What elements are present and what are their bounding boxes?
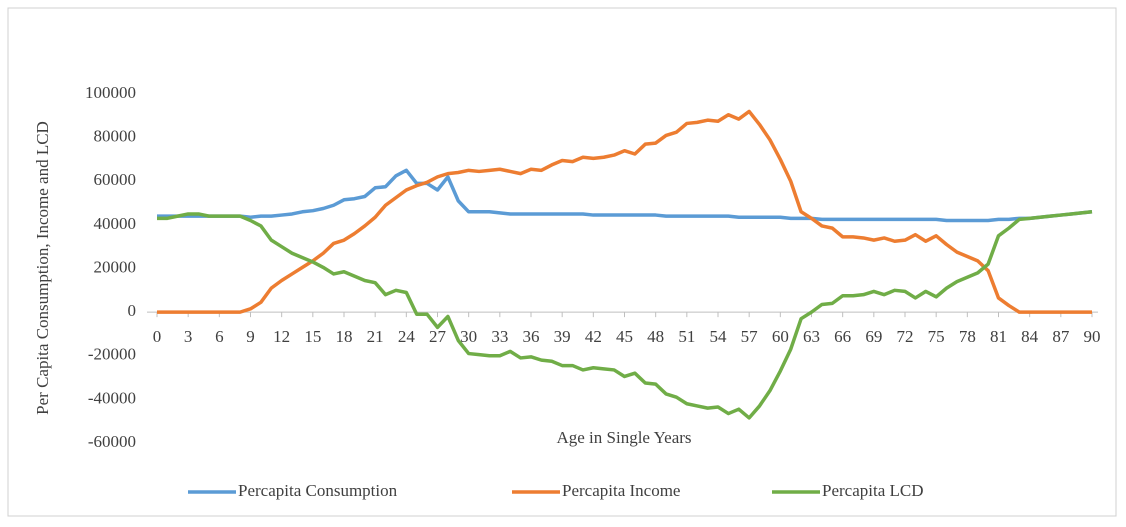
x-tick-label: 84 [1021, 327, 1039, 346]
y-axis-title: Per Capita Consumption, Income and LCD [33, 121, 52, 415]
y-tick-label: -40000 [88, 388, 136, 407]
x-tick-label: 27 [429, 327, 447, 346]
x-tick-label: 78 [959, 327, 976, 346]
y-tick-label: 20000 [94, 257, 137, 276]
legend-label: Percapita Income [562, 481, 680, 500]
x-tick-label: 54 [710, 327, 728, 346]
x-tick-label: 30 [460, 327, 477, 346]
x-tick-label: 18 [336, 327, 353, 346]
y-tick-label: 60000 [94, 170, 137, 189]
x-tick-label: 63 [803, 327, 820, 346]
x-tick-label: 33 [491, 327, 508, 346]
x-tick-label: 21 [367, 327, 384, 346]
x-tick-label: 42 [585, 327, 602, 346]
y-tick-label: 100000 [85, 83, 136, 102]
x-tick-label: 69 [865, 327, 882, 346]
x-tick-label: 60 [772, 327, 789, 346]
y-tick-label: 40000 [94, 214, 137, 233]
legend-label: Percapita Consumption [238, 481, 398, 500]
x-tick-label: 57 [741, 327, 759, 346]
x-tick-label: 51 [678, 327, 695, 346]
series-line [157, 210, 1093, 420]
y-tick-label: -20000 [88, 345, 136, 364]
x-tick-label: 87 [1052, 327, 1070, 346]
x-tick-label: 48 [647, 327, 664, 346]
x-tick-label: 15 [304, 327, 321, 346]
x-tick-label: 66 [834, 327, 851, 346]
x-tick-label: 12 [273, 327, 290, 346]
x-tick-label: 72 [897, 327, 914, 346]
x-tick-label: 81 [990, 327, 1007, 346]
x-tick-label: 90 [1084, 327, 1101, 346]
x-tick-label: 39 [554, 327, 571, 346]
chart-border [7, 7, 1117, 517]
x-tick-label: 6 [215, 327, 224, 346]
legend-label: Percapita LCD [822, 481, 924, 500]
x-axis-title: Age in Single Years [556, 428, 691, 447]
x-tick-label: 45 [616, 327, 633, 346]
x-tick-label: 3 [184, 327, 193, 346]
series-line [157, 168, 1093, 223]
y-tick-label: -60000 [88, 432, 136, 451]
x-tick-label: 9 [246, 327, 255, 346]
x-tick-label: 0 [153, 327, 162, 346]
x-tick-label: 36 [523, 327, 540, 346]
y-tick-label: 80000 [94, 127, 137, 146]
x-tick-label: 75 [928, 327, 945, 346]
y-tick-label: 0 [128, 301, 137, 320]
x-tick-label: 24 [398, 327, 416, 346]
